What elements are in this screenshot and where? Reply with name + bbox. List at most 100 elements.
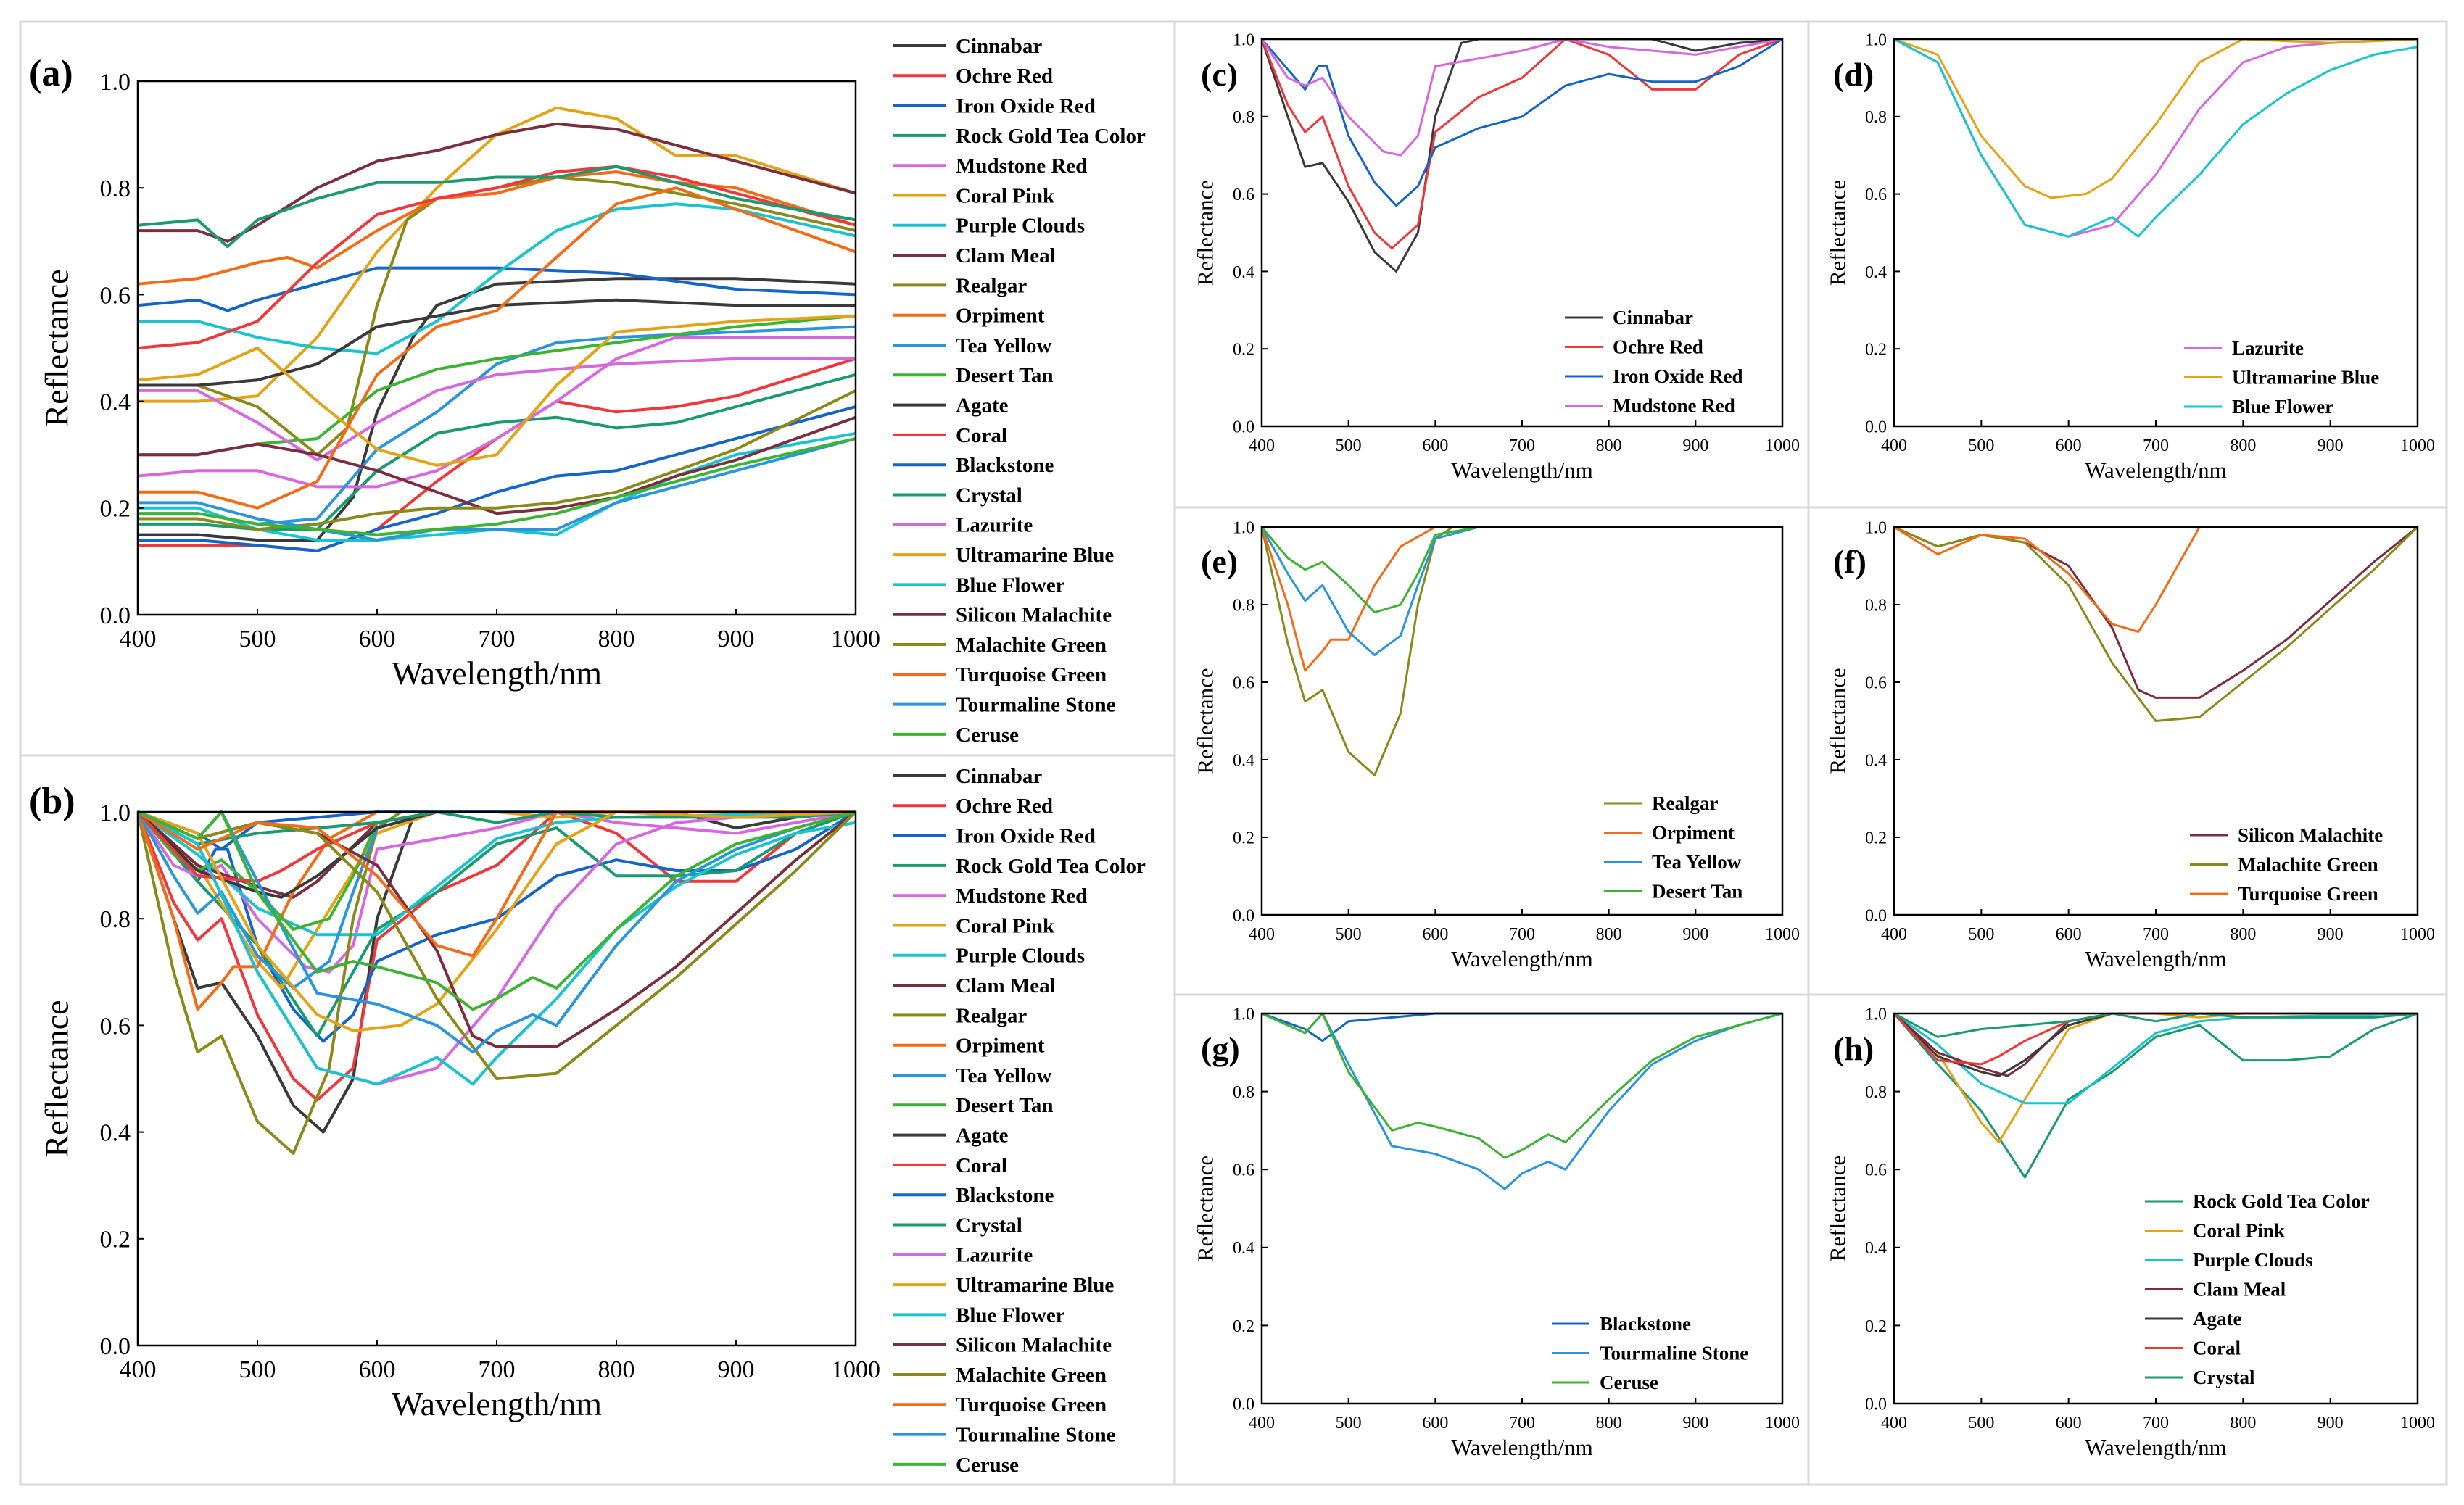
panel-d: 400 500 600 700 800 900 1000 0.0 0.2 0.4 0.6 0.8 1.0…	[1825, 30, 2435, 483]
x-tick-label: 800	[2230, 436, 2256, 455]
x-axis-label: Wavelength/nm	[2085, 457, 2227, 483]
y-axis-label: Reflectance	[1193, 1156, 1218, 1261]
series-line-clam-meal	[138, 122, 856, 243]
y-tick-label: 0.2	[1233, 341, 1254, 360]
legend-label: Lazurite	[956, 1244, 1033, 1267]
y-tick-label: 0.0	[1233, 418, 1254, 436]
legend-label: Mudstone Red	[1613, 395, 1735, 417]
x-tick-label: 1000	[2400, 1414, 2435, 1433]
x-tick-label: 500	[1336, 1414, 1362, 1433]
y-tick-label: 0.2	[100, 496, 131, 523]
x-tick-label: 500	[239, 626, 276, 652]
legend-label: Silicon Malachite	[2238, 824, 2383, 846]
panel-frames	[19, 20, 2448, 1486]
series-line-coral	[138, 165, 856, 349]
legend-label: Ochre Red	[956, 65, 1053, 88]
series-line-ceruse	[138, 437, 856, 536]
legend-label: Tea Yellow	[956, 334, 1051, 357]
legend-label: Ceruse	[1600, 1372, 1658, 1393]
y-tick-label: 0.6	[1233, 1161, 1254, 1180]
x-tick-label: 400	[1881, 1414, 1907, 1433]
legend-label: Clam Meal	[956, 974, 1056, 998]
panel-label: (g)	[1201, 1030, 1240, 1067]
legend-label: Purple Clouds	[956, 945, 1085, 968]
x-tick-label: 600	[1422, 436, 1448, 455]
x-axis-label: Wavelength/nm	[2085, 946, 2227, 971]
series-line-tea-yellow	[1262, 526, 1782, 656]
y-tick-label: 0.0	[1233, 1395, 1254, 1414]
panel-a: 400 500 600 700 800 900 1000 0.0 0.2 0.4 0.6 0.8 1.0…	[29, 35, 1146, 747]
y-tick-label: 0.2	[1233, 829, 1254, 847]
legend-label: Tea Yellow	[956, 1064, 1051, 1087]
y-axis-label: Reflectance	[1193, 180, 1218, 286]
legend-label: Coral	[2193, 1338, 2241, 1359]
legend-label: Crystal	[956, 1214, 1022, 1237]
legend-label: Blue Flower	[2232, 396, 2333, 418]
legend-label: Ceruse	[956, 724, 1019, 747]
legend-label: Agate	[956, 1124, 1009, 1147]
y-tick-label: 0.4	[1233, 1239, 1254, 1258]
series-line-silicon-malachite	[138, 415, 856, 515]
legend-label: Desert Tan	[1652, 881, 1742, 903]
legend-label: Ultramarine Blue	[956, 1274, 1114, 1297]
legend-label: Cinnabar	[956, 765, 1042, 788]
legend-label: Realgar	[956, 1004, 1027, 1027]
y-axis-label: Reflectance	[1825, 180, 1851, 286]
y-tick-label: 0.4	[100, 389, 131, 416]
legend-label: Iron Oxide Red	[956, 94, 1096, 117]
x-tick-label: 500	[1336, 925, 1362, 944]
x-axis-label: Wavelength/nm	[1451, 457, 1593, 483]
x-tick-label: 700	[479, 626, 516, 652]
x-tick-label: 900	[1682, 436, 1708, 455]
x-tick-label: 1000	[831, 626, 880, 652]
x-tick-label: 400	[120, 1356, 157, 1383]
x-tick-label: 700	[2143, 925, 2169, 944]
y-tick-label: 1.0	[1233, 30, 1254, 49]
series-line-tourmaline-stone	[138, 810, 856, 1054]
series-line-tourmaline-stone	[1262, 1012, 1782, 1190]
legend-label: Rock Gold Tea Color	[956, 125, 1146, 148]
series-line-ultramarine-blue	[138, 314, 856, 467]
x-tick-label: 800	[1596, 1414, 1622, 1433]
y-tick-label: 0.0	[1865, 906, 1887, 925]
panel-label: (d)	[1833, 56, 1874, 93]
x-tick-label: 400	[1881, 436, 1907, 455]
legend-label: Malachite Green	[956, 1364, 1107, 1387]
y-tick-label: 0.8	[1865, 1083, 1887, 1102]
series-line-ochre-red	[1262, 38, 1782, 249]
legend-label: Ultramarine Blue	[2232, 367, 2379, 389]
y-axis-label: Reflectance	[38, 269, 75, 426]
legend-label: Tourmaline Stone	[956, 1423, 1116, 1446]
legend-label: Tea Yellow	[1652, 851, 1742, 873]
legend-label: Silicon Malachite	[956, 1334, 1112, 1357]
legend-label: Iron Oxide Red	[956, 824, 1096, 847]
y-tick-label: 0.0	[100, 1333, 131, 1360]
legend-label: Desert Tan	[956, 1094, 1054, 1117]
y-tick-label: 0.8	[1865, 596, 1887, 615]
legend-label: Agate	[956, 394, 1009, 417]
y-tick-label: 0.6	[100, 282, 131, 309]
legend-label: Cinnabar	[1613, 307, 1693, 328]
x-tick-label: 800	[2230, 925, 2256, 944]
series-line-malachite-green	[138, 389, 856, 531]
y-tick-label: 0.2	[1865, 829, 1887, 847]
panel-e: 400 500 600 700 800 900 1000 0.0 0.2 0.4 0.6 0.8 1.0…	[1193, 518, 1800, 971]
panel-label: (c)	[1201, 56, 1238, 93]
legend: Rock Gold Tea Color Coral Pink Purple Clou…	[2145, 1190, 2370, 1388]
x-tick-label: 400	[1249, 925, 1275, 944]
legend-label: Silicon Malachite	[956, 604, 1112, 627]
x-tick-label: 900	[1682, 925, 1708, 944]
legend-label: Malachite Green	[956, 634, 1107, 657]
legend-label: Desert Tan	[956, 364, 1054, 387]
series-line-rock-gold-tea-color	[1894, 1012, 2418, 1179]
y-tick-label: 0.6	[1233, 673, 1254, 692]
y-tick-label: 0.8	[100, 906, 131, 933]
y-tick-label: 0.0	[100, 602, 131, 629]
legend-label: Crystal	[956, 484, 1022, 507]
x-tick-label: 700	[1509, 1414, 1535, 1433]
x-tick-label: 900	[1682, 1414, 1708, 1433]
series-line-iron-oxide-red	[138, 266, 856, 312]
legend-label: Lazurite	[2232, 337, 2304, 359]
x-tick-label: 800	[1596, 436, 1622, 455]
